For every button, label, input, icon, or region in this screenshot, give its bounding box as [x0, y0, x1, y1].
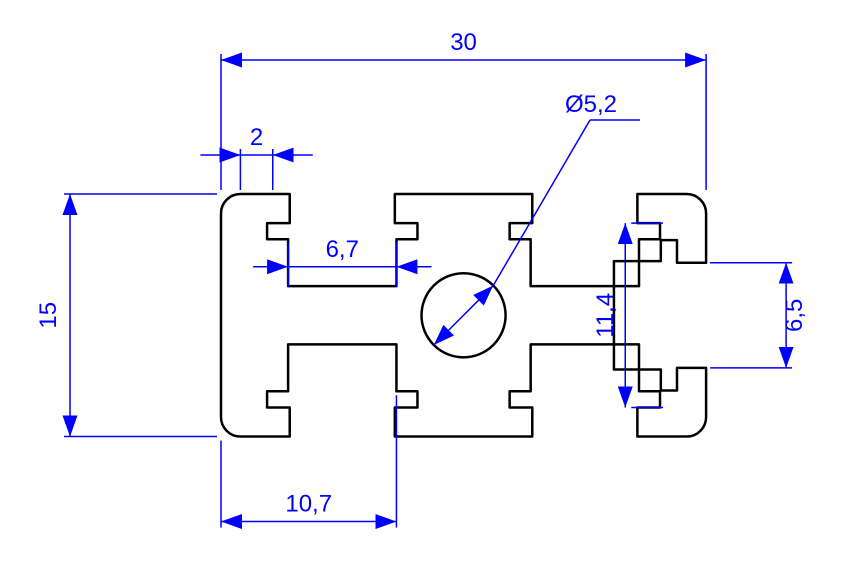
dim-pocket-w: 6,7	[326, 236, 359, 263]
dim-bottom-w: 10,7	[285, 491, 332, 518]
dim-slot-open: 6,5	[781, 299, 808, 332]
dim-height: 15	[35, 302, 62, 329]
drawing-canvas: 30 2 15 Ø5,2 6,7 11,4 6,5 10,7	[0, 0, 843, 579]
dim-pocket-h: 11,4	[592, 293, 619, 338]
dim-width: 30	[450, 29, 477, 56]
dim-hole: Ø5,2	[565, 91, 617, 118]
dim-tab: 2	[250, 124, 263, 151]
